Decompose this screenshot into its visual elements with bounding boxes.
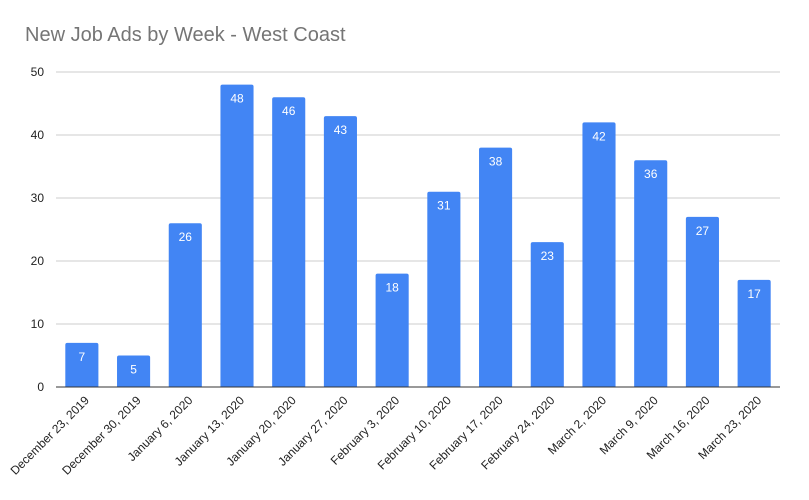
bar[interactable]: [427, 191, 461, 387]
data-label: 27: [696, 224, 710, 238]
chart-title: New Job Ads by Week - West Coast: [25, 24, 346, 46]
data-label: 26: [179, 230, 193, 244]
bar[interactable]: [634, 160, 668, 387]
gridlines: [56, 71, 780, 325]
bar[interactable]: [582, 122, 616, 388]
data-label: 5: [130, 363, 137, 377]
data-label: 42: [592, 129, 606, 143]
bar[interactable]: [737, 279, 771, 387]
y-tick-label: 10: [31, 317, 45, 331]
bar[interactable]: [272, 97, 306, 387]
bar[interactable]: [220, 84, 254, 387]
data-label: 46: [282, 104, 296, 118]
data-label: 36: [644, 167, 658, 181]
bar[interactable]: [168, 223, 202, 387]
bar[interactable]: [117, 355, 151, 388]
bar[interactable]: [685, 216, 719, 387]
data-labels: 7 5 26 48 46 43 18 31 38 23 42 36 27 17: [79, 92, 762, 377]
data-label: 31: [437, 199, 451, 213]
data-label: 23: [541, 249, 555, 263]
data-label: 7: [79, 350, 86, 364]
bar[interactable]: [530, 242, 564, 387]
y-tick-label: 0: [37, 380, 44, 394]
data-label: 38: [489, 155, 503, 169]
data-label: 17: [747, 287, 761, 301]
bar[interactable]: [323, 116, 357, 387]
data-label: 48: [230, 92, 244, 106]
y-tick-label: 40: [31, 128, 45, 142]
y-tick-label: 30: [31, 191, 45, 205]
y-tick-label: 50: [31, 65, 45, 79]
bars: [65, 84, 771, 388]
bar[interactable]: [375, 273, 409, 387]
bar[interactable]: [65, 342, 99, 387]
y-tick-label: 20: [31, 254, 45, 268]
data-label: 18: [385, 281, 399, 295]
data-label: 43: [334, 123, 348, 137]
y-axis-ticks: 0 10 20 30 40 50: [31, 65, 45, 394]
bar[interactable]: [479, 147, 513, 387]
